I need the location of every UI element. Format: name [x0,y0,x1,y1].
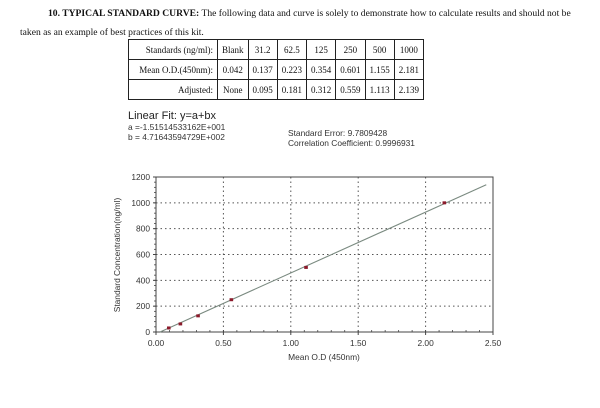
x-tick-label: 0.50 [215,338,232,348]
table-row-mean-od: Mean O.D.(450nm): 0.042 0.137 0.223 0.35… [128,59,425,80]
data-point-marker [167,326,171,330]
fit-statistics: Standard Error: 9.7809428 Correlation Co… [288,128,415,148]
chart-grid [156,177,493,332]
y-tick-label: 1000 [131,198,150,208]
fit-coefficient-a: a =-1.51514533162E+001 [128,122,226,132]
axis-ticks [153,176,494,335]
section-text-line1: The following data and curve is solely t… [199,8,571,19]
standard-error: Standard Error: 9.7809428 [288,128,388,138]
data-point-marker [304,265,308,269]
x-tick-label: 2.00 [417,338,434,348]
table-row-adjusted: Adjusted: None 0.095 0.181 0.312 0.559 1… [128,79,425,100]
table-cell: 0.559 [335,79,366,100]
y-tick-label: 1200 [131,172,150,182]
x-axis-label: Mean O.D (450nm) [288,352,360,362]
data-point-marker [229,298,234,302]
x-axis-tick-labels: 0.00 0.50 1.00 1.50 2.00 2.50 [148,338,502,348]
y-axis-tick-labels: 0 200 400 600 800 1000 1200 [131,172,150,337]
section-heading: 10. TYPICAL STANDARD CURVE: The followin… [20,4,590,42]
y-tick-label: 600 [136,250,150,260]
data-points [167,201,447,330]
x-tick-label: 0.00 [148,338,165,348]
row-label: Adjusted: [128,79,218,100]
section-text-line2: taken as an example of best practices of… [20,27,204,38]
x-tick-label: 1.50 [350,338,367,348]
data-point-marker [196,314,200,318]
y-axis-label: Standard Concentration(ng/ml) [112,198,122,313]
fit-line [159,184,487,333]
fit-coefficient-b: b = 4.71643594729E+002 [128,132,225,142]
linear-fit-block: Linear Fit: y=a+bx a =-1.51514533162E+00… [128,110,225,142]
data-point-marker [178,322,183,326]
standards-table: Standards (ng/ml): Blank 31.2 62.5 125 2… [128,39,425,100]
section-title: 10. TYPICAL STANDARD CURVE: [48,8,200,19]
data-point-marker [442,201,447,205]
y-tick-label: 800 [136,224,150,234]
correlation-coefficient: Correlation Coefficient: 0.9996931 [288,138,415,148]
y-tick-label: 200 [136,301,150,311]
y-tick-label: 400 [136,275,150,285]
x-tick-label: 1.00 [283,338,300,348]
fit-title: Linear Fit: y=a+bx [128,110,217,122]
y-tick-label: 0 [145,327,150,337]
x-tick-label: 2.50 [485,338,502,348]
table-cell: 2.139 [393,79,425,100]
